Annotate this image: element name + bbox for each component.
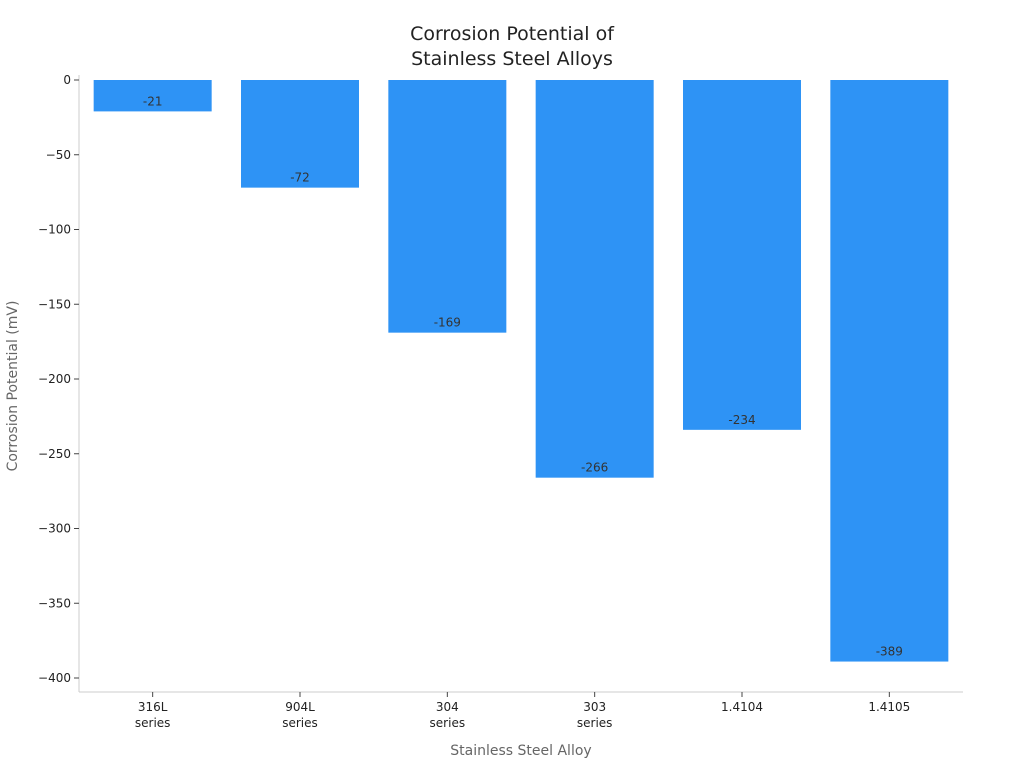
bar-value-label: -266 [581, 461, 608, 475]
bar [388, 80, 507, 333]
bar [535, 80, 654, 478]
y-tick-label: −200 [38, 372, 71, 386]
x-axis-label: Stainless Steel Alloy [450, 743, 591, 759]
chart-title-line: Corrosion Potential of [410, 23, 615, 45]
bar [93, 80, 212, 112]
x-tick-label: series [577, 716, 613, 730]
bar [683, 80, 801, 430]
axes [78, 75, 963, 693]
x-tick-label: 1.4105 [868, 700, 910, 714]
x-tick-label: 303 [583, 700, 606, 714]
y-tick-label: −100 [38, 223, 71, 237]
bars [93, 80, 949, 662]
bar-value-labels: -21 -72 -169 -266 -234 -389 [143, 94, 903, 658]
x-tick-label: series [135, 716, 171, 730]
x-tick-label: 316L [138, 700, 168, 714]
x-tick-label: 904L [285, 700, 315, 714]
bar [830, 80, 949, 662]
x-tick-label: series [282, 716, 318, 730]
chart-title: Corrosion Potential of Stainless Steel A… [410, 23, 615, 70]
y-tick-label: −50 [46, 148, 71, 162]
bar-value-label: -21 [143, 94, 163, 108]
y-tick-label: −150 [38, 297, 71, 311]
x-tick-label: 304 [436, 700, 459, 714]
bar-value-label: -169 [434, 316, 461, 330]
bar-value-label: -234 [728, 413, 755, 427]
y-axis-label: Corrosion Potential (mV) [5, 301, 21, 472]
y-axis-ticks: 0 −50 −100 −150 −200 −250 −300 −350 −400 [38, 73, 79, 685]
x-axis-ticks: 316L series 904L series 304 series 303 series 1.… [135, 692, 910, 730]
y-tick-label: 0 [63, 73, 71, 87]
bar-value-label: -389 [876, 645, 903, 659]
bar-value-label: -72 [290, 171, 310, 185]
y-tick-label: −300 [38, 522, 71, 536]
x-tick-label: 1.4104 [721, 700, 763, 714]
y-tick-label: −350 [38, 596, 71, 610]
y-tick-label: −400 [38, 671, 71, 685]
x-tick-label: series [430, 716, 466, 730]
chart-title-line: Stainless Steel Alloys [411, 48, 613, 70]
bar [241, 80, 359, 188]
y-tick-label: −250 [38, 447, 71, 461]
